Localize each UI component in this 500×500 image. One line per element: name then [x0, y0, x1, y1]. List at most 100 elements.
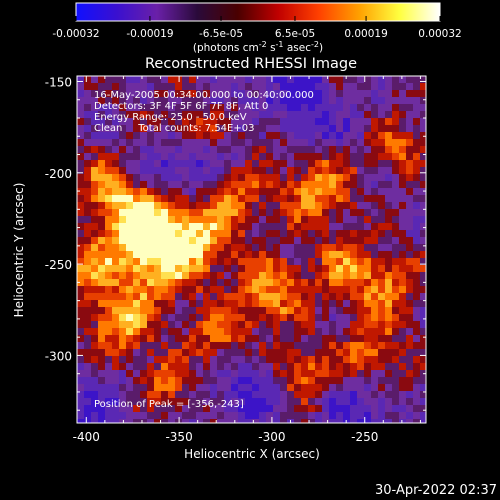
- heatmap-cell: [84, 258, 92, 266]
- heatmap-cell: [147, 174, 155, 182]
- heatmap-cell: [154, 174, 162, 182]
- heatmap-cell: [119, 160, 127, 168]
- heatmap-cell: [119, 146, 127, 154]
- heatmap-cell: [140, 363, 148, 371]
- heatmap-cell: [133, 370, 141, 378]
- heatmap-cell: [420, 286, 426, 294]
- heatmap-cell: [182, 328, 190, 336]
- heatmap-cell: [336, 391, 344, 399]
- heatmap-cell: [175, 125, 183, 133]
- heatmap-cell: [238, 405, 246, 413]
- heatmap-cell: [252, 118, 260, 126]
- heatmap-cell: [322, 209, 330, 217]
- heatmap-cell: [140, 307, 148, 315]
- heatmap-cell: [315, 76, 323, 84]
- heatmap-cell: [392, 97, 400, 105]
- heatmap-cell: [259, 405, 267, 413]
- heatmap-cell: [259, 314, 267, 322]
- heatmap-cell: [147, 391, 155, 399]
- heatmap-cell: [245, 300, 253, 308]
- heatmap-cell: [161, 160, 169, 168]
- heatmap-cell: [399, 321, 407, 329]
- heatmap-cell: [259, 90, 267, 98]
- heatmap-cell: [371, 405, 379, 413]
- heatmap-cell: [378, 181, 386, 189]
- heatmap-cell: [273, 286, 281, 294]
- heatmap-cell: [140, 279, 148, 287]
- heatmap-cell: [287, 132, 295, 140]
- heatmap-cell: [399, 265, 407, 273]
- heatmap-cell: [84, 300, 92, 308]
- heatmap-cell: [126, 146, 134, 154]
- heatmap-cell: [420, 356, 426, 364]
- heatmap-cell: [77, 300, 85, 308]
- heatmap-cell: [392, 286, 400, 294]
- heatmap-cell: [259, 251, 267, 259]
- heatmap-cell: [406, 118, 414, 126]
- heatmap-cell: [98, 90, 106, 98]
- heatmap-cell: [413, 132, 421, 140]
- heatmap-cell: [119, 412, 127, 420]
- heatmap-cell: [147, 279, 155, 287]
- heatmap-cell: [161, 167, 169, 175]
- heatmap-cell: [343, 335, 351, 343]
- heatmap-cell: [364, 349, 372, 357]
- heatmap-cell: [126, 202, 134, 210]
- heatmap-cell: [77, 349, 85, 357]
- heatmap-cell: [147, 83, 155, 91]
- heatmap-cell: [259, 216, 267, 224]
- heatmap-cell: [245, 76, 253, 84]
- heatmap-cell: [413, 419, 421, 423]
- heatmap-cell: [133, 384, 141, 392]
- heatmap-cell: [119, 111, 127, 119]
- heatmap-cell: [245, 223, 253, 231]
- heatmap-cell: [336, 97, 344, 105]
- heatmap-cell: [196, 279, 204, 287]
- heatmap-cell: [182, 363, 190, 371]
- heatmap-cell: [133, 272, 141, 280]
- heatmap-cell: [238, 160, 246, 168]
- heatmap-cell: [413, 153, 421, 161]
- heatmap-cell: [252, 286, 260, 294]
- heatmap-cell: [189, 153, 197, 161]
- heatmap-cell: [133, 153, 141, 161]
- heatmap-cell: [98, 188, 106, 196]
- heatmap-cell: [420, 139, 426, 147]
- heatmap-cell: [280, 419, 288, 423]
- heatmap-cell: [357, 188, 365, 196]
- heatmap-cell: [252, 181, 260, 189]
- heatmap-cell: [399, 391, 407, 399]
- heatmap-cell: [210, 188, 218, 196]
- heatmap-cell: [84, 307, 92, 315]
- heatmap-cell: [203, 314, 211, 322]
- heatmap-cell: [350, 335, 358, 343]
- heatmap-cell: [161, 76, 169, 84]
- heatmap-cell: [329, 342, 337, 350]
- heatmap-cell: [364, 76, 372, 84]
- heatmap-cell: [119, 251, 127, 259]
- heatmap-cell: [182, 419, 190, 423]
- heatmap-cell: [112, 139, 120, 147]
- heatmap-cell: [77, 251, 85, 259]
- heatmap-cell: [413, 328, 421, 336]
- heatmap-cell: [252, 384, 260, 392]
- heatmap-cell: [399, 328, 407, 336]
- heatmap-cell: [273, 279, 281, 287]
- heatmap-cell: [196, 300, 204, 308]
- heatmap-cell: [203, 118, 211, 126]
- heatmap-cell: [224, 363, 232, 371]
- heatmap-cell: [182, 104, 190, 112]
- heatmap-cell: [119, 104, 127, 112]
- heatmap-cell: [238, 111, 246, 119]
- heatmap-cell: [98, 265, 106, 273]
- heatmap-cell: [119, 90, 127, 98]
- colorbar-tick-label: 0.00019: [344, 28, 387, 40]
- heatmap-cell: [224, 125, 232, 133]
- heatmap-cell: [294, 202, 302, 210]
- heatmap-cell: [322, 286, 330, 294]
- heatmap-cell: [266, 293, 274, 301]
- heatmap-cell: [231, 132, 239, 140]
- heatmap-cell: [322, 216, 330, 224]
- heatmap-cell: [168, 391, 176, 399]
- heatmap-cell: [336, 335, 344, 343]
